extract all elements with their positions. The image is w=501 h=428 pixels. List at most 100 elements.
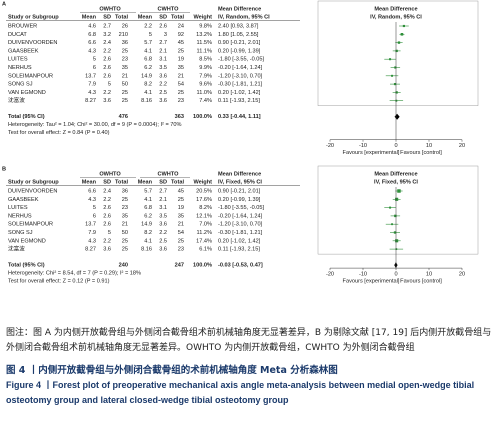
group-header: CWHTO <box>157 6 179 12</box>
cell-value: 3.6 <box>159 222 167 228</box>
cell-value: 2.2 <box>103 90 111 96</box>
study-name: 沈富波 <box>8 245 25 253</box>
cell-value: 25 <box>122 90 128 96</box>
column-header: Mean <box>82 179 97 185</box>
ci-label: 0.11 [-1.93, 2.15] <box>218 247 260 253</box>
study-name: VAN EGMOND <box>8 90 46 96</box>
cell-value: 13.7 <box>85 73 96 79</box>
summary-diamond <box>394 113 400 120</box>
cell-value: 3.6 <box>159 73 167 79</box>
weight: 100.0% <box>193 114 212 120</box>
cell-value: 36 <box>122 40 128 46</box>
cell-value: 25 <box>122 48 128 54</box>
effect-square <box>393 83 397 86</box>
cell-value: 92 <box>178 32 184 38</box>
weight: 7.9% <box>199 73 212 79</box>
cell-value: 8.27 <box>85 247 96 253</box>
effect-square <box>397 41 401 44</box>
cell-value: 26 <box>122 23 128 29</box>
study-name: DUCAT <box>8 32 27 38</box>
weight: 9.9% <box>199 65 212 71</box>
cell-value: 3.1 <box>159 205 167 211</box>
weight: 9.8% <box>199 23 212 29</box>
study-name: 沈富波 <box>8 96 25 104</box>
column-header: SD <box>103 14 111 20</box>
cell-value: 6.8 <box>144 205 152 211</box>
cell-value: 2.1 <box>159 197 167 203</box>
cell-value: 3 <box>164 32 167 38</box>
cell-value: 45 <box>178 188 184 194</box>
cell-value: 4.1 <box>144 238 152 244</box>
study-name: NERHUS <box>8 65 32 71</box>
effect-square <box>391 223 393 226</box>
cell-value: 2.2 <box>103 197 111 203</box>
group-header: Mean Difference <box>374 171 417 177</box>
cell-value: 25 <box>122 247 128 253</box>
total-label: Total (95% CI) <box>8 263 45 269</box>
effect-square <box>391 74 394 77</box>
favours-left: Favours [experimental] <box>343 279 400 285</box>
ci-label: -0.20 [-1.64, 1.24] <box>218 213 263 219</box>
panel-label: B <box>2 166 6 172</box>
cell-value: 19 <box>178 205 184 211</box>
x-tick-label: 0 <box>394 272 397 278</box>
weight: 17.6% <box>196 197 212 203</box>
cell-value: 4.6 <box>88 23 96 29</box>
effect-square <box>397 189 401 193</box>
ci-label: -0.30 [-1.81, 1.21] <box>218 230 263 236</box>
ci-label: -0.03 [-0.53, 0.47] <box>218 263 263 269</box>
cell-value: 6.8 <box>88 32 96 38</box>
ci-label: 0.20 [-1.02, 1.42] <box>218 90 261 96</box>
cell-value: 14.9 <box>141 222 152 228</box>
column-header: IV, Fixed, 95% CI <box>218 179 262 185</box>
weight: 11.0% <box>197 90 212 96</box>
figure-title-en: Figure 4 丨Forest plot of preoperative me… <box>6 380 475 405</box>
weight: 7.0% <box>199 222 212 228</box>
cell-value: 2.6 <box>103 57 111 63</box>
cell-value: 21 <box>178 73 184 79</box>
column-header: Total <box>115 179 128 185</box>
cell-value: 8.16 <box>141 247 152 253</box>
cell-value: 210 <box>119 32 128 38</box>
cell-value: 25 <box>122 238 128 244</box>
effect-square <box>395 99 398 102</box>
x-tick-label: 20 <box>459 272 465 278</box>
cell-value: 50 <box>122 230 128 236</box>
cell-value: 6 <box>93 213 96 219</box>
ci-label: 0.20 [-0.99, 1.39] <box>218 48 261 54</box>
overall-effect: Test for overall effect: Z = 0.84 (P = 0… <box>8 130 110 136</box>
study-name: SOLEIMANPOUR <box>8 222 53 228</box>
favours-right: Favours [control] <box>400 279 442 285</box>
study-name: GAASBEEK <box>8 197 39 203</box>
ci-label: 1.80 [1.05, 2.55] <box>218 32 259 38</box>
ci-label: 0.33 [-0.44, 1.11] <box>218 114 261 120</box>
cell-value: 2.6 <box>103 73 111 79</box>
cell-value: 2.4 <box>103 188 111 194</box>
cell-value: 5 <box>149 32 152 38</box>
effect-square <box>395 248 398 250</box>
group-header: Mean Difference <box>218 6 261 12</box>
ci-label: -0.20 [-1.64, 1.24] <box>218 65 263 71</box>
cell-value: 35 <box>178 213 184 219</box>
cell-value: 36 <box>122 188 128 194</box>
study-name: LUITES <box>8 57 28 63</box>
cell-value: 35 <box>122 65 128 71</box>
cell-value: 2.2 <box>103 48 111 54</box>
cell-value: 5 <box>93 57 96 63</box>
cell-value: 2.6 <box>103 222 111 228</box>
cell-value: 54 <box>178 230 184 236</box>
group-header: Mean Difference <box>374 6 417 12</box>
cell-value: 25 <box>178 238 184 244</box>
column-header: Total <box>171 179 184 185</box>
column-header: IV, Fixed, 95% CI <box>374 179 418 185</box>
cell-value: 2.7 <box>159 40 167 46</box>
cell-value: 5 <box>93 205 96 211</box>
forest-figure: A OWHTO CWHTO Mean Difference Mean Differenc… <box>2 0 479 285</box>
column-header: Study or Subgroup <box>8 179 59 185</box>
effect-square <box>400 33 404 36</box>
cell-value: 4.1 <box>144 90 152 96</box>
weight: 11.2% <box>197 230 212 236</box>
heterogeneity: Heterogeneity: Chi² = 8.54, df = 7 (P = … <box>8 271 141 277</box>
cell-value: 7.9 <box>88 230 96 236</box>
